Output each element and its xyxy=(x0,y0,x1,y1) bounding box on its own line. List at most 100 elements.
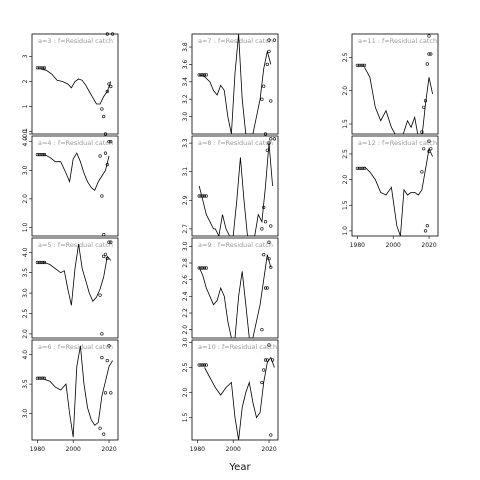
data-point xyxy=(102,254,106,258)
y-tick-label: 1.0 xyxy=(342,226,349,236)
y-tick-label: 1.5 xyxy=(342,119,349,129)
data-point xyxy=(267,141,271,145)
data-point xyxy=(35,260,40,265)
panel-frame xyxy=(351,33,439,135)
data-point xyxy=(107,344,111,348)
series-line xyxy=(204,356,275,440)
data-point xyxy=(37,376,41,380)
panel-a-5: a=5 : f=Residual catch 2.0 2.5 3.0 3.5 4.0 xyxy=(22,237,119,339)
data-point xyxy=(260,380,264,385)
data-point xyxy=(265,148,269,152)
x-axis-title: Year xyxy=(228,462,251,473)
data-point xyxy=(199,363,203,367)
data-point xyxy=(265,62,269,67)
panels-group: a=3 : f=Residual catch -0.10 1 2 3 a=7 : f=Re… xyxy=(22,32,439,453)
data-point xyxy=(362,63,367,67)
data-point-top xyxy=(272,38,277,42)
series-line xyxy=(199,34,272,134)
data-point xyxy=(202,194,207,198)
data-point xyxy=(201,194,205,198)
data-point xyxy=(39,66,43,70)
y-tick-label: 2.6 xyxy=(182,275,189,285)
panel-title: a=7 : f=Residual catch xyxy=(198,37,273,45)
y-tick-label: 2.5 xyxy=(342,52,349,62)
data-point xyxy=(265,286,269,290)
data-point-top xyxy=(269,137,273,141)
data-point xyxy=(39,153,43,157)
x-tick-label: 2020 xyxy=(261,446,276,453)
panel-a-7: a=7 : f=Residual catch 3.0 3.2 3.4 3.6 3.8 xyxy=(182,33,279,136)
panel-a-9: a=9 : f=Residual catch 2.0 2.2 2.4 2.6 2.8 3.0 xyxy=(182,237,279,339)
panel-a-4: a=4 : f=Residual catch 1.0 2.0 3.0 4.0 xyxy=(22,135,119,237)
y-tick-label: 4.0 xyxy=(22,137,29,147)
data-point xyxy=(204,266,208,270)
data-point xyxy=(35,376,40,380)
y-tick-label: 1.5 xyxy=(182,413,189,423)
panel-title: a=11 : f=Residual catch xyxy=(358,37,437,45)
data-point xyxy=(204,363,208,367)
x-tick-label: 2000 xyxy=(226,446,241,453)
panel-a-10: a=10 : f=Residual catch 1.5 2.0 2.5 3.0 1980 2… xyxy=(182,338,279,453)
data-point xyxy=(102,233,106,237)
data-point xyxy=(199,266,203,270)
data-point xyxy=(204,194,208,198)
data-point-top xyxy=(109,240,113,244)
panel-title: a=6 : f=Residual catch xyxy=(38,343,113,351)
panel-frame xyxy=(31,339,119,441)
data-point xyxy=(98,426,102,430)
y-tick-label: 2.0 xyxy=(182,325,189,335)
series-line xyxy=(198,143,273,236)
y-tick-label: 4.0 xyxy=(22,247,29,257)
data-point xyxy=(267,49,271,54)
y-tick-label: 2.2 xyxy=(182,308,189,318)
data-point xyxy=(260,227,264,231)
data-point xyxy=(41,153,45,157)
data-point xyxy=(355,166,360,170)
data-point xyxy=(107,82,111,86)
data-point xyxy=(105,163,109,167)
x-tick-label: 1980 xyxy=(350,242,365,249)
data-point xyxy=(263,286,268,290)
y-tick-label: 2.0 xyxy=(22,194,29,204)
data-point xyxy=(98,154,102,158)
data-point xyxy=(37,260,41,265)
panel-frame xyxy=(191,135,279,237)
data-point xyxy=(263,220,268,224)
data-point xyxy=(105,256,109,261)
y-tick-label: 3.8 xyxy=(182,42,189,52)
data-point xyxy=(100,107,104,111)
data-point-top xyxy=(105,32,109,36)
data-point xyxy=(109,391,113,395)
y-tick-label: 3.2 xyxy=(182,94,189,104)
y-tick-label: 1 xyxy=(22,104,29,108)
y-tick-label: 3 xyxy=(22,54,29,58)
data-point xyxy=(355,63,360,67)
data-point xyxy=(41,66,45,70)
y-tick-label: 3.0 xyxy=(22,165,29,175)
panel-frame xyxy=(31,33,119,135)
data-point xyxy=(361,166,365,170)
data-point xyxy=(197,73,201,77)
x-tick-label: 1980 xyxy=(30,446,45,453)
data-point xyxy=(429,52,433,56)
series-line xyxy=(44,244,112,306)
data-point xyxy=(262,84,266,88)
y-tick-label: 4.0 xyxy=(22,350,29,360)
panel-a-8: a=8 : f=Residual catch 2.7 2.9 3.1 3.3 xyxy=(182,135,279,237)
y-tick-label: -0.1 xyxy=(22,128,29,140)
panel-a-12: a=12 : f=Residual catch 1.0 1.5 2.0 2.5 1980 2… xyxy=(342,135,439,249)
y-tick-label: 3.0 xyxy=(182,338,189,348)
data-point xyxy=(39,260,43,265)
data-point xyxy=(359,63,363,67)
data-point-top xyxy=(427,34,431,38)
data-point xyxy=(42,260,47,265)
panel-title: a=8 : f=Residual catch xyxy=(198,139,273,147)
x-tick-label: 2000 xyxy=(386,242,401,249)
data-point-top xyxy=(267,38,271,42)
data-point xyxy=(427,52,431,56)
data-point xyxy=(260,97,264,101)
y-tick-label: 2.4 xyxy=(182,291,189,301)
data-point xyxy=(262,368,266,372)
data-point xyxy=(262,253,266,257)
data-point xyxy=(201,73,205,77)
